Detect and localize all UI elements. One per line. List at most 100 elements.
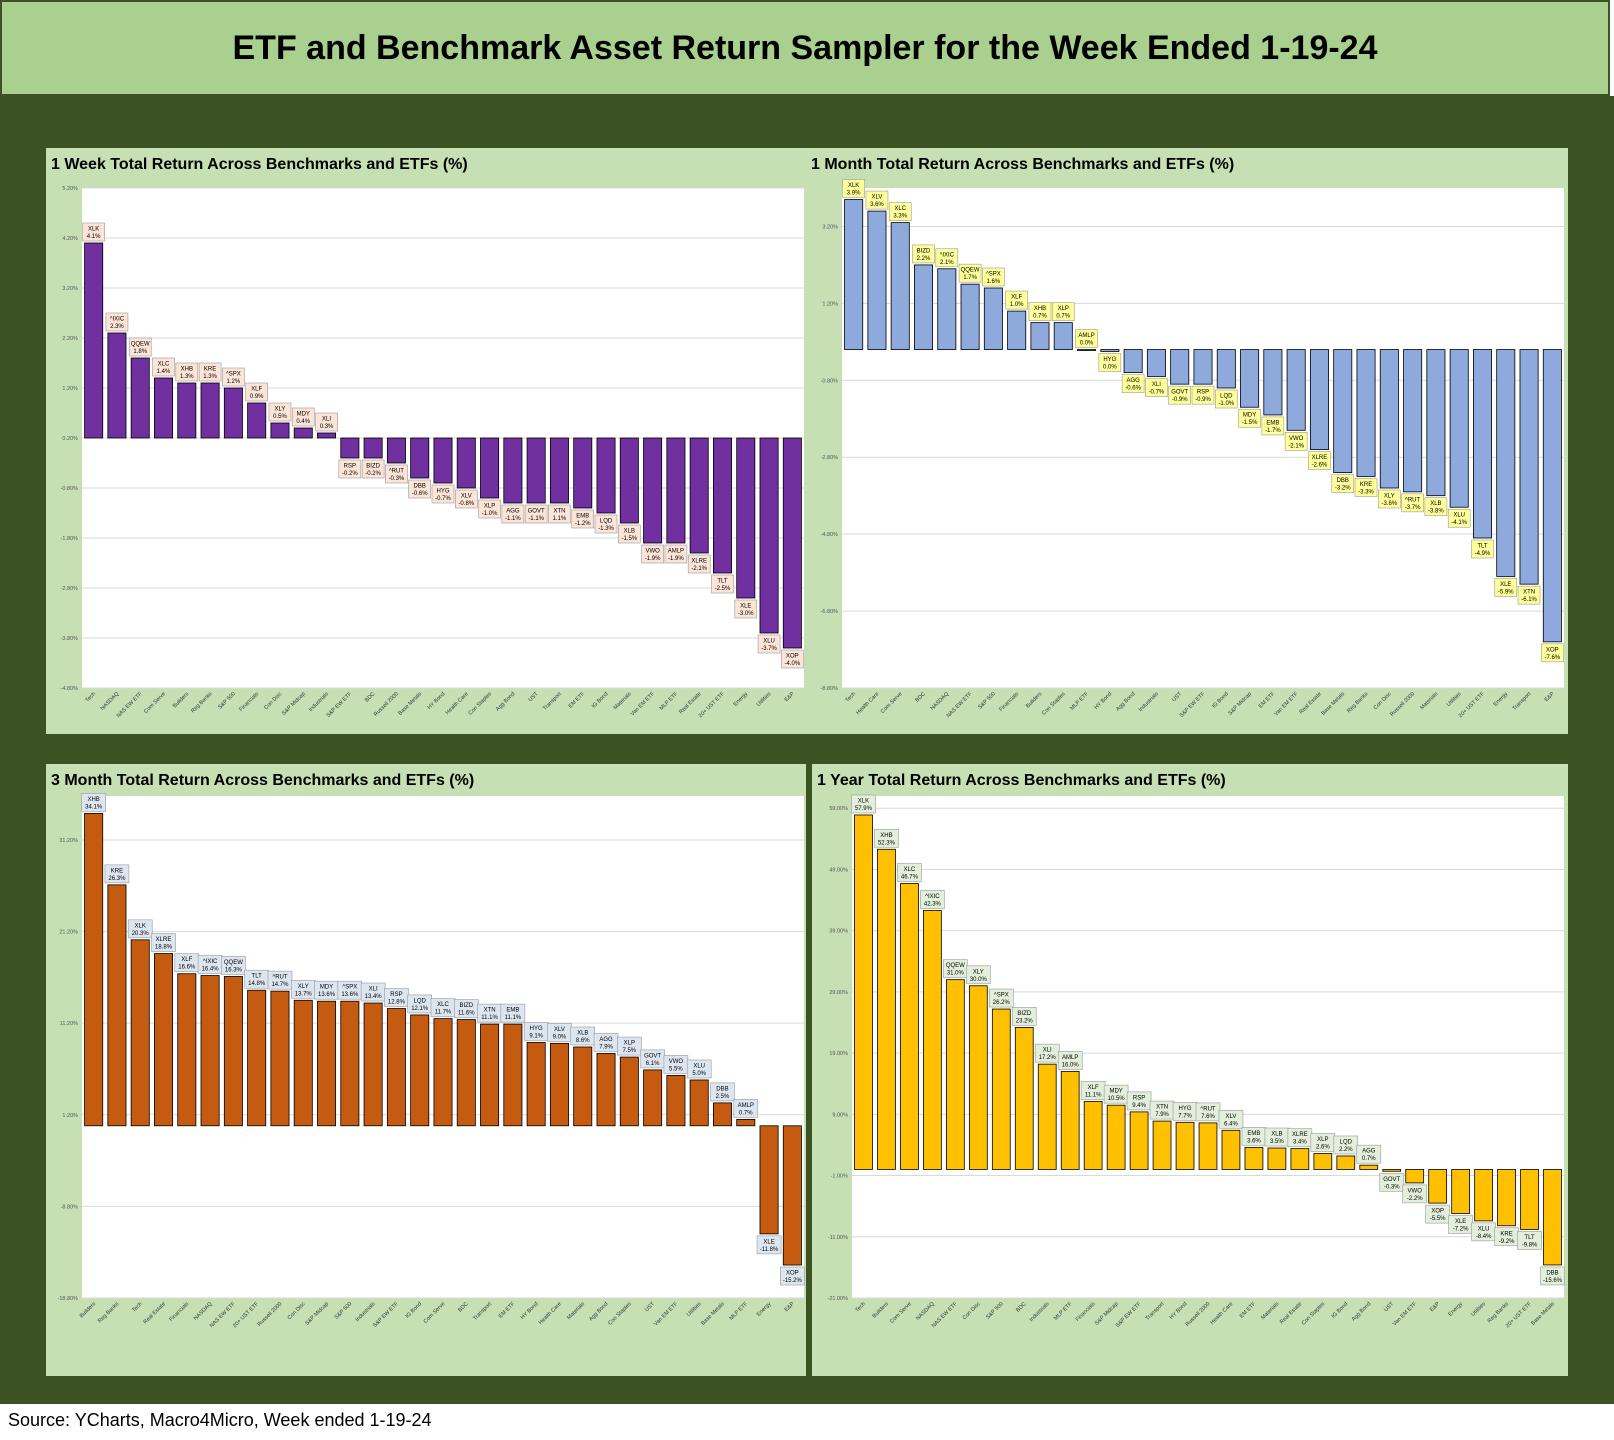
data-label-value: -1.9% <box>645 556 661 562</box>
data-label-box <box>1354 478 1378 497</box>
data-label-box <box>361 459 385 479</box>
data-label-box <box>897 863 922 882</box>
data-label-value: 9.4% <box>1132 1103 1146 1109</box>
data-label-ticker: XLF <box>1011 295 1022 301</box>
data-label-ticker: XLE <box>763 1239 774 1245</box>
bar <box>1309 349 1329 450</box>
data-label-ticker: TLT <box>717 579 728 585</box>
data-label-box <box>874 828 899 848</box>
data-label-ticker: VWO <box>645 549 660 555</box>
data-label-ticker: XLP <box>624 1041 635 1047</box>
data-label-ticker: KRE <box>1360 482 1372 488</box>
bar <box>877 848 896 1170</box>
data-label-value: 16.4% <box>202 967 220 973</box>
data-label-ticker: XLC <box>437 1002 449 1008</box>
data-label-ticker: TLT <box>1524 1235 1535 1241</box>
data-label-value: 3.5% <box>1270 1139 1284 1145</box>
page-title-bar: ETF and Benchmark Asset Return Sampler f… <box>0 0 1610 96</box>
data-label-ticker: XOP <box>786 1271 799 1277</box>
x-category-label: Com Serve <box>143 691 167 715</box>
bar <box>689 437 709 554</box>
data-label-value: -4.1% <box>1451 520 1467 526</box>
data-label-value: 0.0% <box>1103 364 1117 370</box>
data-label-value: 1.8% <box>133 349 147 355</box>
data-label-box <box>865 190 889 210</box>
chart-1-week: 5.20% 4.20% 3.20% 2.20% 1.20% 0.20% -0.80% -1.8… <box>61 186 804 719</box>
data-label-ticker: XHB <box>880 833 892 839</box>
data-label-ticker: RSP <box>344 464 356 470</box>
bar <box>1146 349 1166 377</box>
x-category-label: EM ETF <box>498 1301 517 1320</box>
data-label-ticker: XLI <box>1043 1048 1052 1054</box>
y-tick-label: -4.80% <box>61 686 79 692</box>
data-label-value: 1.3% <box>180 374 194 380</box>
x-category-label: Transport <box>1145 1301 1166 1322</box>
data-label-box <box>408 479 432 499</box>
bar <box>433 1018 453 1127</box>
data-label-value: 1.6% <box>987 279 1001 285</box>
bar <box>666 437 686 544</box>
data-label-ticker: XLY <box>275 407 286 413</box>
x-category-label: NASDAQ <box>915 1301 936 1322</box>
data-label-value: 5.5% <box>669 1066 683 1072</box>
x-category-label: S&P Midcap <box>281 691 307 717</box>
data-label-value: -0.6% <box>412 491 428 497</box>
bar <box>84 242 104 439</box>
data-label-value: -1.3% <box>598 526 614 532</box>
data-label-value: 11.1% <box>1085 1092 1102 1098</box>
data-label-ticker: HYG <box>1179 1106 1192 1112</box>
data-label-value: 16.6% <box>178 965 196 971</box>
y-tick-label: -2.80% <box>61 586 79 592</box>
bar <box>854 814 873 1170</box>
bar <box>503 437 523 504</box>
data-label-value: 14.8% <box>248 981 266 987</box>
bar <box>1290 1148 1310 1170</box>
data-label-value: -1.5% <box>1242 420 1258 426</box>
data-label-ticker: XLE <box>740 604 751 610</box>
data-label-value: -2.5% <box>715 586 731 592</box>
x-category-label: S&P EW ETF <box>326 691 354 719</box>
bar <box>890 222 910 350</box>
data-label-value: -0.9% <box>1172 397 1188 403</box>
data-label-value: -9.2% <box>1499 1239 1515 1245</box>
y-tick-label: -4.80% <box>821 532 839 538</box>
bar <box>200 382 220 439</box>
data-label-value: 1.1% <box>553 516 567 522</box>
x-category-label: Real Estate <box>143 1301 167 1325</box>
x-category-label: Reg Banks <box>97 1301 120 1324</box>
x-category-label: Van EM ETF <box>1392 1301 1419 1328</box>
data-label-value: -8.4% <box>1476 1234 1492 1240</box>
y-tick-label: 1.20% <box>62 1113 78 1119</box>
data-label-value: 12.1% <box>411 1006 429 1012</box>
x-category-label: Industrials <box>1138 691 1160 713</box>
data-label-value: 13.6% <box>341 992 359 998</box>
data-label-value: -9.8% <box>1522 1242 1538 1248</box>
data-label-ticker: AGG <box>599 1037 613 1043</box>
bar <box>1426 349 1446 497</box>
data-label-ticker: XLK <box>88 227 99 233</box>
bar <box>1014 1027 1034 1170</box>
data-label-ticker: ^RUT <box>272 975 287 981</box>
data-label-ticker: XLI <box>369 987 378 993</box>
bar <box>200 975 220 1127</box>
data-label-box <box>82 222 105 242</box>
data-label-value: 3.6% <box>1247 1138 1261 1144</box>
bar <box>1497 1169 1516 1227</box>
bar <box>480 437 500 499</box>
bar <box>1129 1111 1149 1170</box>
data-label-ticker: LQD <box>1340 1139 1353 1145</box>
x-category-label: Industrials <box>355 1301 377 1323</box>
data-label-value: -4.9% <box>1475 551 1491 557</box>
data-label-value: 13.6% <box>318 992 336 998</box>
data-label-box <box>548 504 571 524</box>
data-label-ticker: LQD <box>600 519 613 525</box>
bar <box>666 1074 686 1127</box>
data-label-value: 18.8% <box>155 945 173 951</box>
data-label-ticker: TLT <box>1477 544 1488 550</box>
data-label-ticker: XLV <box>1226 1114 1237 1120</box>
data-label-ticker: EMB <box>1266 420 1279 426</box>
data-label-value: -0.9% <box>1195 397 1211 403</box>
y-tick-label: 21.20% <box>59 930 78 936</box>
data-label-ticker: XLF <box>181 957 192 963</box>
x-category-label: Com Serve <box>889 1301 913 1325</box>
